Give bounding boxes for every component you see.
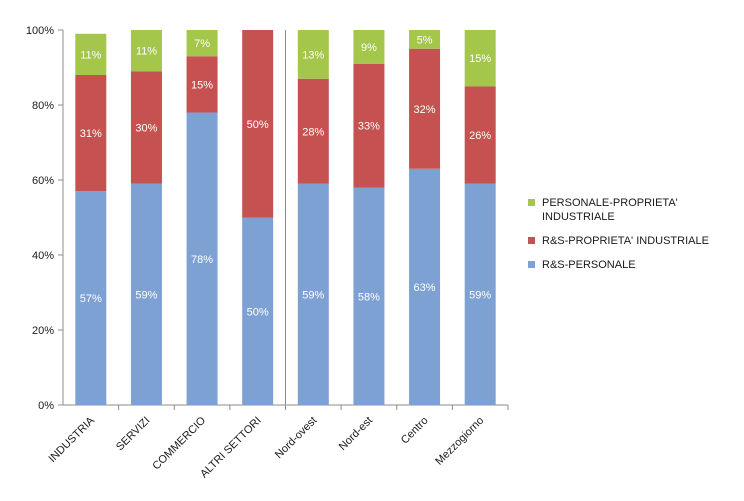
x-tick-label: Mezzogiorno [433,415,486,468]
x-tick-label: ALTRI SETTORI [198,415,264,481]
bar-segment [353,187,385,405]
bar-segment [409,168,441,405]
bar-segment [130,183,162,405]
bar-data-label: 58% [358,291,380,303]
bar-segment [75,191,107,405]
bar-segment [75,75,107,192]
x-tick-label: INDUSTRIA [47,414,98,465]
y-tick-label: 0% [38,400,54,412]
bar-data-label: 31% [80,128,102,140]
bar-segment [242,30,274,218]
bar-segment [464,183,496,405]
legend-item: R&S-PERSONALE [528,258,738,272]
bar-segment [297,183,329,405]
x-tick-label: Nord-est [337,415,375,453]
bar-data-label: 15% [469,53,491,65]
chart-legend: PERSONALE-PROPRIETA' INDUSTRIALE R&S-PROP… [528,196,738,282]
bar-segment [297,30,329,79]
x-tick-label: COMMERCIO [150,414,208,472]
bar-data-label: 59% [469,289,491,301]
bar-data-label: 5% [417,34,433,46]
x-tick-label: Centro [399,415,431,447]
bar-data-label: 26% [469,130,491,142]
legend-label: R&S-PROPRIETA' INDUSTRIALE [542,235,709,247]
bar-data-label: 50% [247,306,269,318]
bar-data-label: 33% [358,121,380,133]
y-tick-label: 100% [26,25,54,37]
y-tick-label: 20% [32,325,54,337]
legend-swatch [528,261,535,268]
bar-segment [353,30,385,64]
bar-segment [464,86,496,184]
legend-item: R&S-PROPRIETA' INDUSTRIALE [528,234,738,248]
legend-item: PERSONALE-PROPRIETA' INDUSTRIALE [528,196,738,224]
bar-segment [409,48,441,169]
bar-segment [75,33,107,75]
bar-data-label: 7% [194,38,210,50]
bar-segment [464,30,496,87]
bar-data-label: 30% [135,123,157,135]
y-tick-label: 80% [32,100,54,112]
bar-data-label: 57% [80,293,102,305]
legend-swatch [528,237,535,244]
bar-data-label: 63% [414,282,436,294]
bar-segment [409,30,441,49]
bar-data-label: 28% [302,126,324,138]
bar-data-label: 50% [247,119,269,131]
x-tick-label: SERVIZI [114,415,153,454]
bar-data-label: 59% [302,289,324,301]
legend-label: PERSONALE-PROPRIETA' INDUSTRIALE [542,197,678,223]
bar-data-label: 15% [191,79,213,91]
bar-data-label: 11% [80,49,101,61]
bar-segment [130,71,162,184]
bar-data-label: 13% [302,49,324,61]
bar-segment [297,78,329,184]
bar-segment [186,30,218,57]
bar-data-label: 11% [136,46,157,58]
legend-swatch [528,199,535,206]
bar-segment [186,112,218,405]
y-tick-label: 60% [32,175,54,187]
y-tick-label: 40% [32,250,54,262]
bar-data-label: 32% [414,104,436,116]
legend-label: R&S-PERSONALE [542,259,636,271]
bar-data-label: 78% [191,254,213,266]
x-tick-label: Nord-ovest [273,415,320,462]
bar-segment [186,56,218,113]
bar-segment [130,30,162,72]
bar-data-label: 9% [361,42,377,54]
bar-segment [353,63,385,188]
bar-segment [242,217,274,405]
bar-data-label: 59% [135,289,157,301]
